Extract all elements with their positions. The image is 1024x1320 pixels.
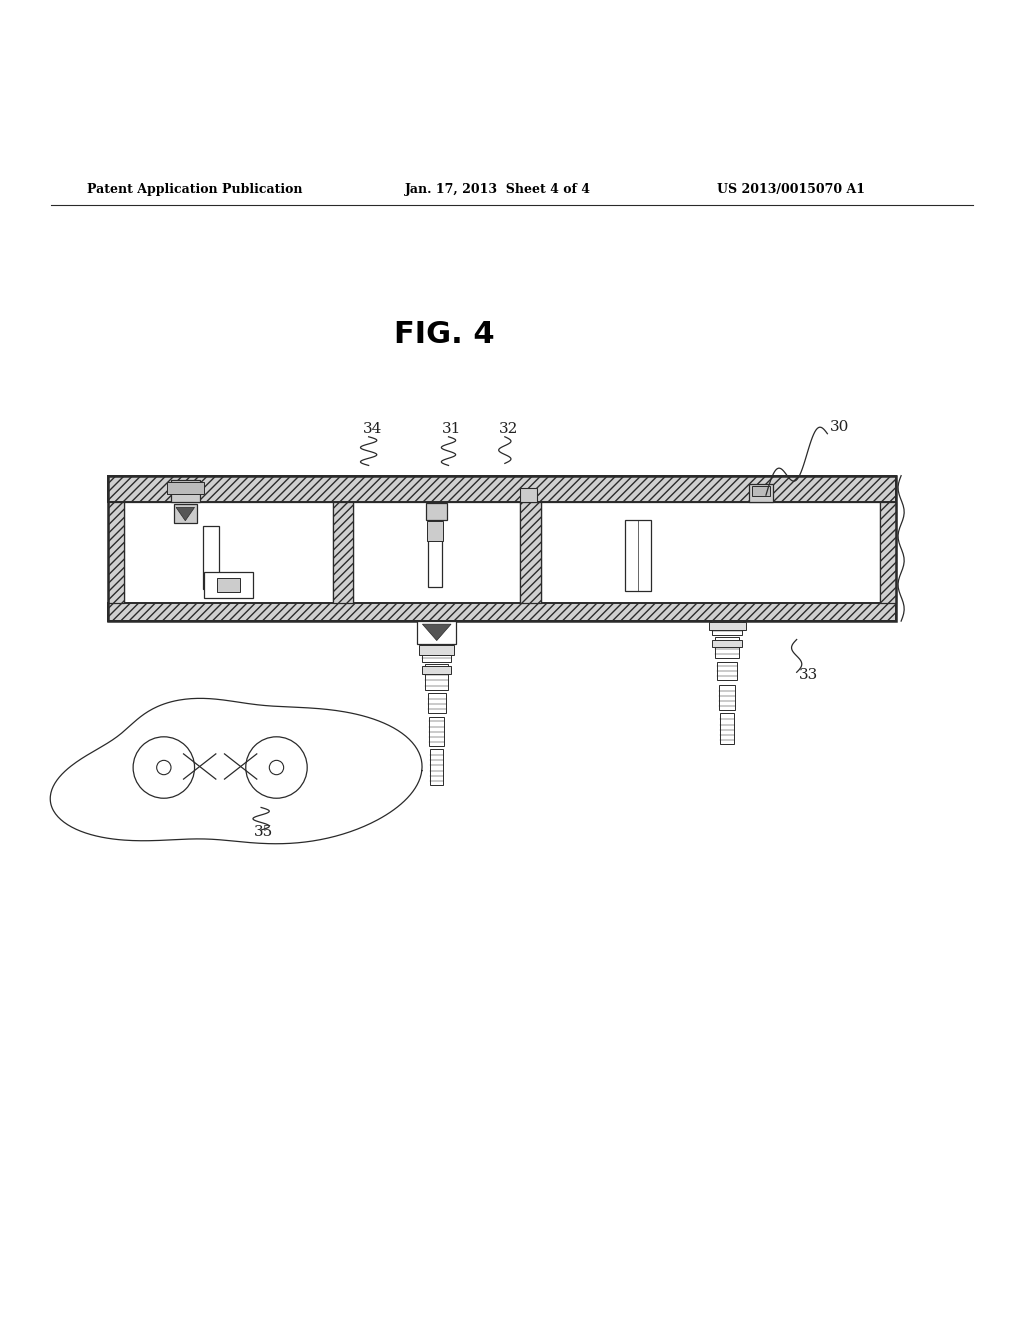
Bar xyxy=(174,504,197,523)
Bar xyxy=(353,503,520,603)
Bar xyxy=(715,638,739,657)
Bar xyxy=(719,685,735,710)
Bar xyxy=(217,578,240,591)
Bar xyxy=(427,503,447,520)
Bar xyxy=(626,520,651,590)
Bar xyxy=(108,603,896,622)
Text: 34: 34 xyxy=(362,421,382,436)
Bar xyxy=(717,663,737,681)
Bar xyxy=(204,572,253,598)
Bar xyxy=(426,664,449,689)
Circle shape xyxy=(157,760,171,775)
Bar xyxy=(108,475,896,503)
Bar xyxy=(428,693,446,713)
Bar xyxy=(430,748,443,785)
Text: 30: 30 xyxy=(829,420,849,434)
Bar xyxy=(167,482,204,495)
Text: Jan. 17, 2013  Sheet 4 of 4: Jan. 17, 2013 Sheet 4 of 4 xyxy=(404,183,591,197)
Text: 33: 33 xyxy=(799,668,818,682)
Bar xyxy=(108,503,124,603)
Text: FIG. 4: FIG. 4 xyxy=(394,319,495,348)
Bar xyxy=(108,475,896,622)
Bar xyxy=(709,622,745,631)
Circle shape xyxy=(269,760,284,775)
Bar xyxy=(721,713,734,744)
Circle shape xyxy=(246,737,307,799)
Bar xyxy=(520,488,537,503)
Bar xyxy=(420,644,455,655)
Bar xyxy=(423,667,452,675)
Text: 32: 32 xyxy=(499,421,518,436)
Circle shape xyxy=(133,737,195,799)
Text: 35: 35 xyxy=(254,825,273,840)
Bar xyxy=(541,503,880,603)
Bar xyxy=(204,527,219,589)
Bar xyxy=(712,622,742,635)
Bar xyxy=(752,486,770,496)
Bar xyxy=(427,521,443,541)
Bar xyxy=(749,484,773,503)
Text: 31: 31 xyxy=(442,421,462,436)
Bar xyxy=(429,717,444,746)
Polygon shape xyxy=(176,507,195,520)
Bar xyxy=(520,503,541,603)
Polygon shape xyxy=(50,698,422,843)
Polygon shape xyxy=(423,624,451,640)
Bar xyxy=(333,503,353,603)
Text: US 2013/0015070 A1: US 2013/0015070 A1 xyxy=(717,183,865,197)
Bar xyxy=(171,479,200,503)
Bar xyxy=(428,527,441,586)
Bar xyxy=(880,503,896,603)
Bar xyxy=(423,644,452,663)
Bar xyxy=(712,639,742,647)
Bar xyxy=(418,622,457,644)
Text: Patent Application Publication: Patent Application Publication xyxy=(87,183,302,197)
Bar xyxy=(124,503,333,603)
